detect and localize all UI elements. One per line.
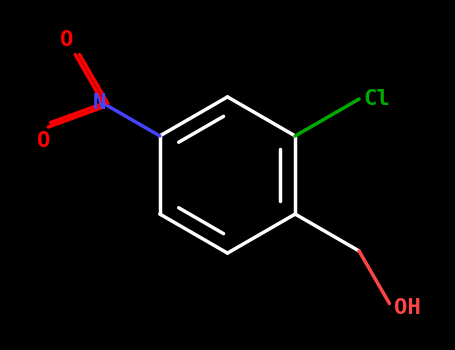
Text: N: N — [92, 93, 106, 113]
Text: Cl: Cl — [364, 89, 390, 109]
Text: O: O — [60, 30, 73, 50]
Text: O: O — [37, 131, 50, 151]
Text: OH: OH — [394, 298, 420, 318]
